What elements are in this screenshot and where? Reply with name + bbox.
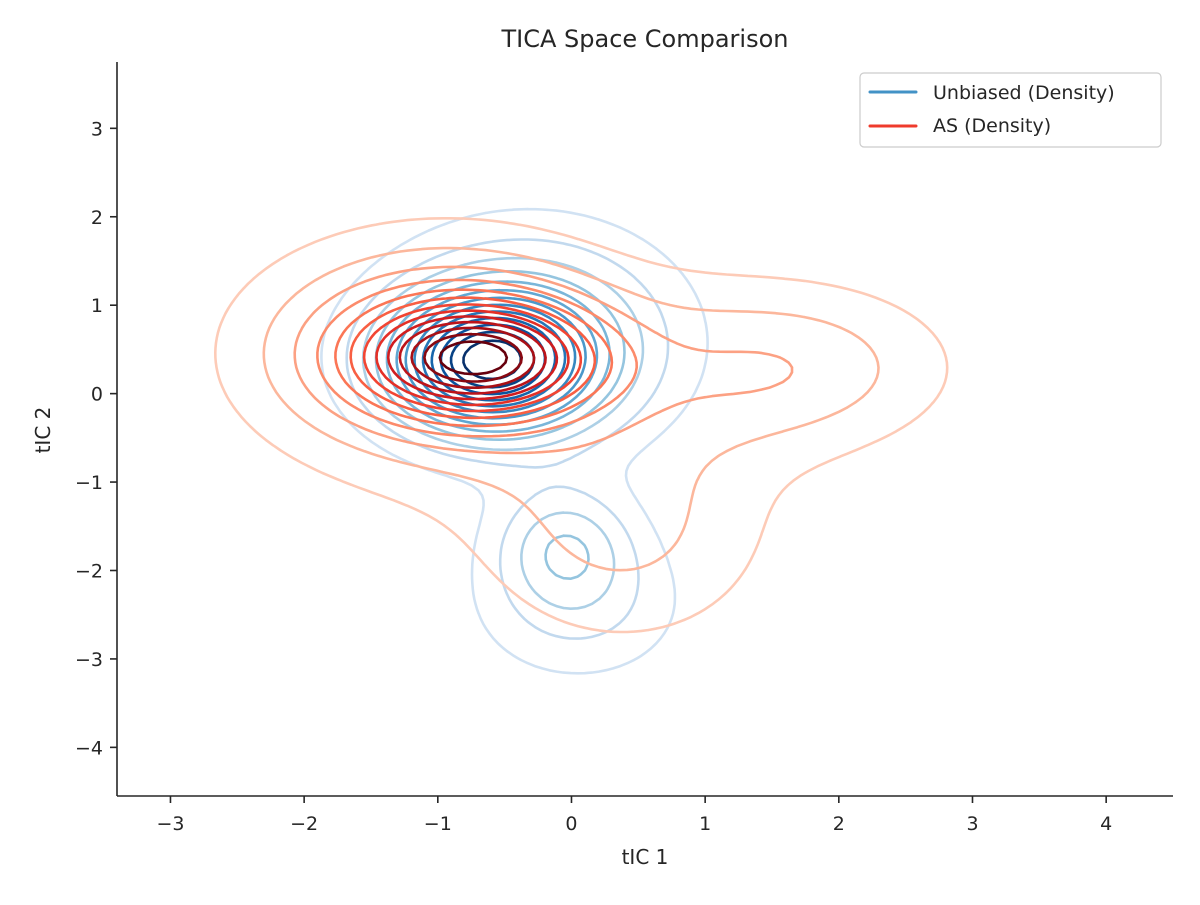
y-tick-label: 1 bbox=[91, 295, 103, 317]
contour-level-as bbox=[375, 309, 570, 407]
x-tick-label: 1 bbox=[699, 813, 711, 835]
x-tick-label: 2 bbox=[833, 813, 845, 835]
y-axis-ticks: −4 −3 −2 −1 0 1 2 3 bbox=[75, 118, 117, 759]
contour-level-as bbox=[214, 217, 949, 634]
x-tick-label: 4 bbox=[1100, 813, 1112, 835]
contour-level-as bbox=[349, 296, 597, 420]
contour-level-as bbox=[334, 288, 614, 428]
as-density-contours bbox=[214, 217, 949, 634]
y-tick-label: 0 bbox=[91, 384, 103, 406]
contour-level-as bbox=[262, 246, 880, 572]
x-tick-label: 3 bbox=[966, 813, 978, 835]
contour-level-as bbox=[293, 265, 794, 455]
x-tick-label: 0 bbox=[565, 813, 577, 835]
unbiased-density-contours bbox=[320, 207, 709, 675]
legend-label-unbiased: Unbiased (Density) bbox=[933, 82, 1115, 104]
legend: Unbiased (Density) AS (Density) bbox=[859, 72, 1162, 148]
x-tick-label: −3 bbox=[156, 813, 184, 835]
contour-level-unbiased bbox=[320, 207, 709, 675]
x-tick-label: −2 bbox=[290, 813, 318, 835]
contour-level-as bbox=[398, 320, 547, 395]
contour-level-as bbox=[410, 326, 536, 389]
x-axis-label: tIC 1 bbox=[622, 845, 669, 869]
contour-level-unbiased bbox=[385, 280, 611, 433]
contour-level-as bbox=[386, 315, 559, 401]
legend-label-as: AS (Density) bbox=[933, 115, 1051, 137]
y-tick-label: −2 bbox=[75, 560, 103, 582]
contour-level-as bbox=[362, 303, 583, 413]
y-tick-label: 2 bbox=[91, 207, 103, 229]
y-axis-label: tIC 2 bbox=[31, 407, 55, 454]
y-tick-label: −4 bbox=[75, 737, 103, 759]
x-tick-label: −1 bbox=[424, 813, 452, 835]
y-tick-label: −1 bbox=[75, 472, 103, 494]
x-axis-ticks: −3 −2 −1 0 1 2 3 4 bbox=[156, 796, 1112, 835]
contour-level-as bbox=[316, 278, 638, 438]
contour-level-as bbox=[423, 332, 523, 383]
legend-frame bbox=[859, 72, 1162, 148]
contour-level-as bbox=[438, 340, 509, 376]
y-tick-label: −3 bbox=[75, 649, 103, 671]
contour-level-unbiased bbox=[345, 238, 670, 640]
y-tick-label: 3 bbox=[91, 118, 103, 140]
chart-title: TICA Space Comparison bbox=[500, 25, 788, 53]
